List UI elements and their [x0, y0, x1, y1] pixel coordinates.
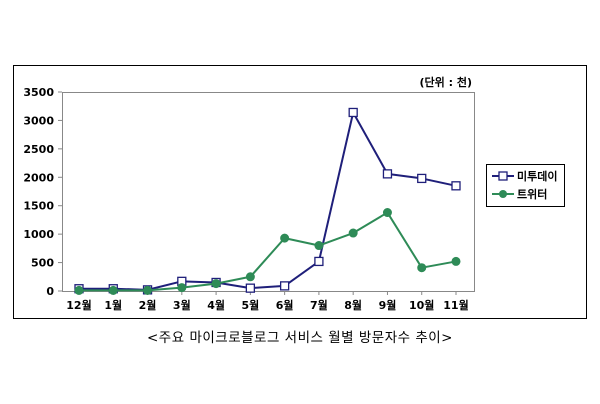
data-point — [348, 107, 358, 118]
y-tick-label: 2000 — [23, 171, 54, 184]
data-point — [314, 256, 324, 267]
unit-label: (단위 : 천) — [420, 75, 472, 89]
data-point — [417, 263, 427, 273]
data-point — [417, 173, 427, 184]
data-point — [74, 285, 84, 295]
data-point — [451, 181, 461, 191]
x-tick-label: 3월 — [173, 298, 191, 312]
series-2 — [74, 208, 461, 295]
x-tick-label: 7월 — [310, 298, 328, 312]
legend-swatch-marker — [499, 190, 507, 198]
y-tick-label: 2500 — [23, 143, 54, 156]
data-point — [451, 256, 461, 266]
y-tick-label: 3500 — [23, 86, 54, 99]
y-tick-label: 1000 — [23, 228, 54, 241]
data-point — [314, 241, 324, 251]
x-tick-label: 10월 — [409, 298, 434, 312]
x-tick-label: 11월 — [443, 298, 468, 312]
x-axis: 12월 1월 2월 3월 4월 5월 6월 7월 8월 9월 10월 11월 — [66, 291, 469, 312]
y-axis: 3500 3000 2500 2000 1500 1000 500 0 — [23, 86, 62, 298]
data-point — [143, 285, 153, 295]
data-point — [382, 208, 392, 218]
legend-label: 트위터 — [517, 187, 547, 201]
y-tick-label: 3000 — [23, 114, 54, 127]
x-tick-label: 6월 — [276, 298, 294, 312]
y-tick-label: 500 — [31, 257, 54, 270]
x-tick-label: 4월 — [207, 298, 225, 312]
legend-label: 미투데이 — [517, 169, 557, 183]
plot-area — [62, 92, 475, 292]
data-point — [280, 233, 290, 243]
data-point — [279, 281, 290, 291]
legend-swatch-marker — [498, 171, 508, 181]
series-layer — [74, 107, 461, 295]
y-tick-label: 1500 — [23, 200, 54, 213]
data-point — [348, 228, 358, 238]
legend-item: 트위터 — [492, 187, 547, 201]
chart-caption: <주요 마이크로블로그 서비스 월별 방문자수 추이> — [147, 330, 453, 346]
data-point — [382, 169, 393, 179]
data-point — [245, 272, 255, 282]
data-point — [177, 283, 187, 293]
x-tick-label: 9월 — [379, 298, 397, 312]
data-point — [245, 283, 256, 293]
data-point — [211, 279, 221, 289]
legend-item: 미투데이 — [492, 169, 557, 183]
x-tick-label: 2월 — [139, 298, 157, 312]
y-tick-label: 0 — [46, 285, 54, 298]
x-tick-label: 1월 — [104, 298, 122, 312]
x-tick-label: 8월 — [344, 298, 362, 312]
x-tick-label: 5월 — [241, 298, 259, 312]
series-line — [79, 211, 457, 292]
x-tick-label: 12월 — [66, 298, 91, 312]
data-point — [108, 285, 118, 295]
